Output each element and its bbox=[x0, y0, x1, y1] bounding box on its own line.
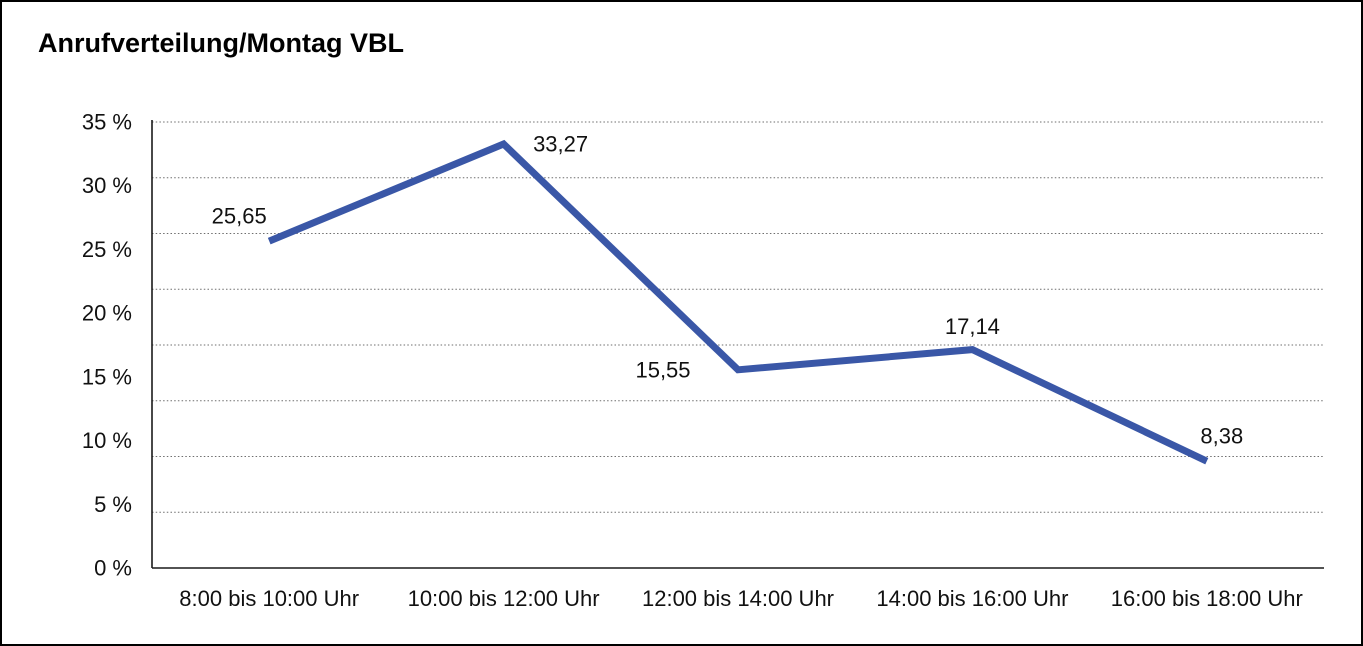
y-tick-label: 30 % bbox=[82, 173, 132, 198]
point-value-label: 15,55 bbox=[635, 357, 690, 382]
y-tick-label: 20 % bbox=[82, 301, 132, 326]
x-category-label: 8:00 bis 10:00 Uhr bbox=[179, 586, 359, 611]
point-value-label: 33,27 bbox=[533, 132, 588, 157]
point-value-labels: 25,65 33,27 15,55 17,14 8,38 bbox=[212, 132, 1244, 449]
x-axis-category-labels: 8:00 bis 10:00 Uhr 10:00 bis 12:00 Uhr 12:… bbox=[179, 586, 1303, 611]
chart-title: Anrufverteilung/Montag VBL bbox=[38, 28, 404, 58]
y-tick-label: 25 % bbox=[82, 237, 132, 262]
point-value-label: 8,38 bbox=[1200, 424, 1243, 449]
point-value-label: 25,65 bbox=[212, 204, 267, 229]
y-tick-label: 5 % bbox=[94, 492, 132, 517]
axes bbox=[151, 120, 1324, 569]
x-category-label: 14:00 bis 16:00 Uhr bbox=[876, 586, 1068, 611]
y-axis-tick-labels: 35 % 30 % 25 % 20 % 15 % 10 % 5 % 0 % bbox=[82, 110, 132, 581]
point-value-label: 17,14 bbox=[945, 314, 1000, 339]
gridlines bbox=[152, 121, 1324, 513]
x-category-label: 16:00 bis 18:00 Uhr bbox=[1111, 586, 1303, 611]
x-category-label: 12:00 bis 14:00 Uhr bbox=[642, 586, 834, 611]
y-tick-label: 10 % bbox=[82, 428, 132, 453]
y-tick-label: 0 % bbox=[94, 556, 132, 581]
y-tick-label: 35 % bbox=[82, 110, 132, 135]
y-tick-label: 15 % bbox=[82, 364, 132, 389]
series-line bbox=[267, 139, 1209, 465]
data-series bbox=[267, 139, 1209, 465]
x-category-label: 10:00 bis 12:00 Uhr bbox=[408, 586, 600, 611]
